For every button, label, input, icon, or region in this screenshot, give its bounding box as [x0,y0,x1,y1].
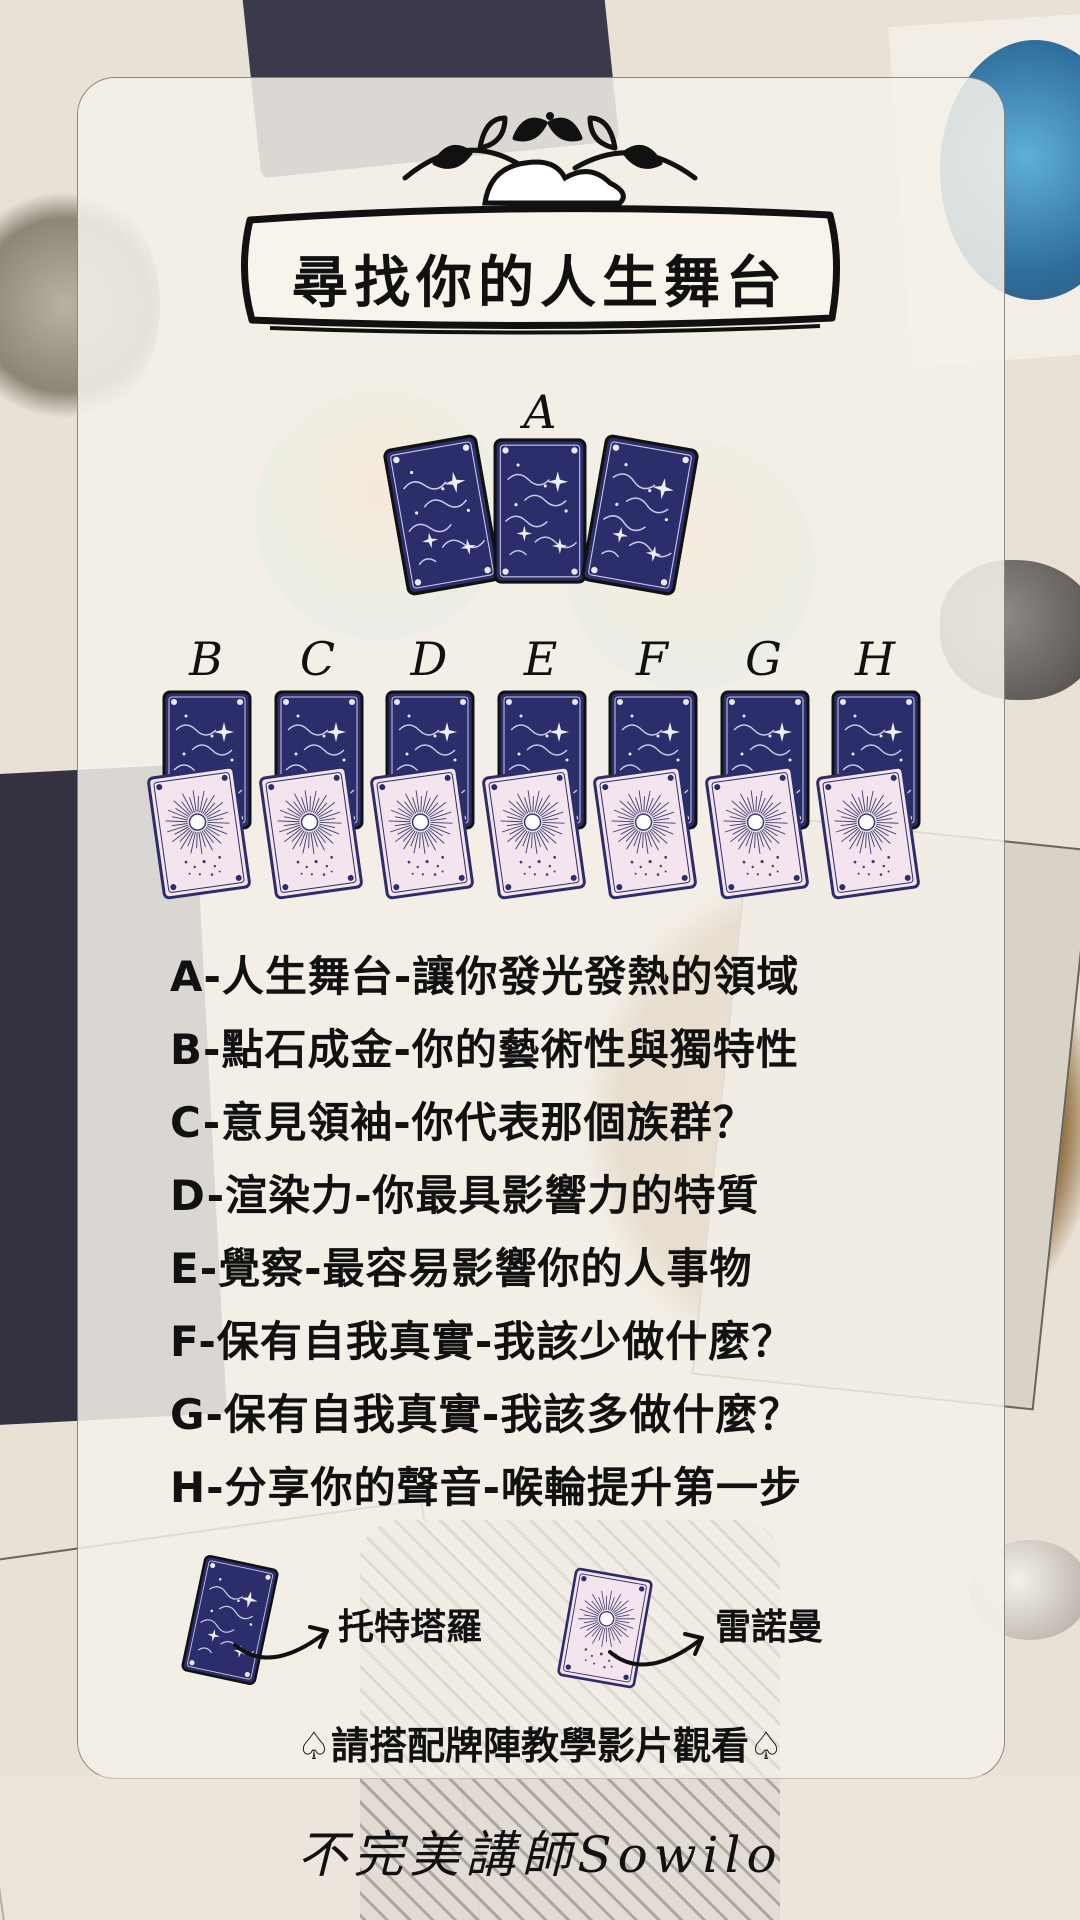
position-descriptions: A-人生舞台-讓你發光發熱的領域 B-點石成金-你的藝術性與獨特性 C-意見領袖… [170,940,970,1524]
title-frame [240,205,841,335]
description-g: G-保有自我真實-我該多做什麼？ [170,1390,802,1439]
legend-tarot-card-icon [181,1554,279,1686]
page-title: 尋找你的人生舞台 [292,250,788,316]
description-b: B-點石成金-你的藝術性與獨特性 [170,1025,799,1074]
description-h: H-分享你的聲音-喉輪提升第一步 [170,1463,803,1512]
description-d: D-渲染力-你最具影響力的特質 [170,1171,760,1220]
description-a: A-人生舞台-讓你發光發熱的領域 [170,952,800,1001]
legend-arrow-icon [233,1625,329,1660]
description-f: F-保有自我真實-我該少做什麼？ [170,1317,795,1366]
bottom-fade [0,1775,1080,1920]
signature: 不完美講師Sowilo [297,1826,783,1884]
description-e: E-覺察-最容易影響你的人事物 [170,1244,753,1293]
video-note: ♤請搭配牌陣教學影片觀看♤ [296,1724,784,1768]
leaf-stone-ornament-icon [402,112,698,206]
description-c: C-意見領袖-你代表那個族群？ [170,1098,756,1147]
legend-lenormand-card-icon [557,1567,653,1689]
legend-arrow-icon [608,1632,704,1667]
content-panel [77,77,1005,1779]
legend-tarot-label: 托特塔羅 [338,1607,483,1648]
legend-lenormand-label: 雷諾曼 [715,1607,824,1648]
